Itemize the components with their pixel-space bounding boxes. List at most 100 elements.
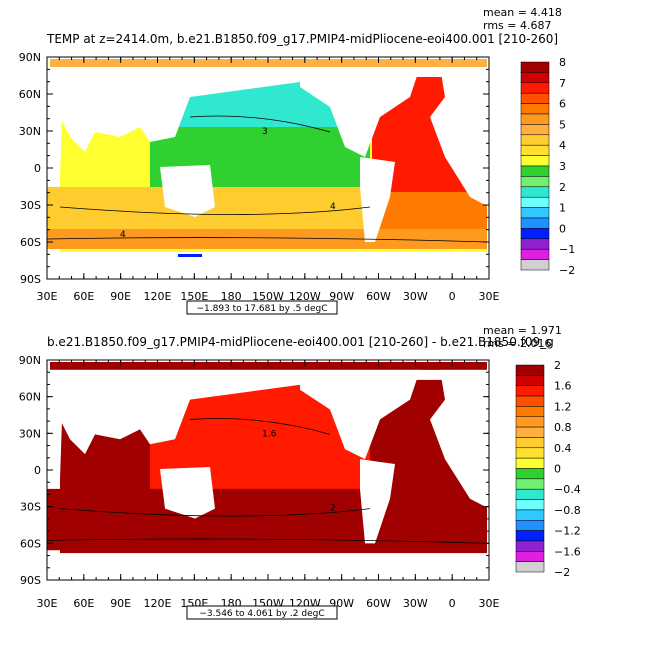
- colorbar-box: [520, 103, 550, 115]
- lon-label: 0: [449, 290, 456, 303]
- colorbar-label: −1.2: [554, 525, 581, 538]
- lon-label: 120E: [144, 290, 172, 303]
- colorbar-label: 1.2: [554, 400, 572, 413]
- contour-label: 3: [262, 127, 268, 137]
- lon-label: 180: [221, 290, 242, 303]
- colorbar-box: [515, 406, 545, 417]
- lat-label: 90N: [19, 354, 41, 367]
- ice-patch: [178, 254, 202, 257]
- land: [47, 112, 62, 187]
- colorbar-box: [515, 478, 545, 490]
- land: [430, 369, 489, 509]
- colorbar-box: [515, 551, 545, 562]
- lon-label: 30E: [37, 597, 58, 610]
- contour-line: [46, 237, 488, 243]
- lat-label: 30N: [19, 427, 41, 440]
- colorbar-label: 1.6: [554, 380, 572, 393]
- colorbar-box: [515, 499, 545, 511]
- contour-line: [189, 115, 331, 133]
- land: [47, 553, 489, 580]
- panel-title: TEMP at z=2414.0m, b.e21.B1850.f09_g17.P…: [46, 32, 558, 46]
- colorbar-box: [520, 155, 550, 167]
- colorbar-box: [520, 186, 550, 198]
- map-panel: TEMP at z=2414.0m, b.e21.B1850.f09_g17.P…: [19, 6, 575, 315]
- ocean-region: [150, 82, 365, 137]
- lat-label: 90S: [20, 273, 41, 286]
- ocean-region: [372, 192, 487, 229]
- lon-label: 0: [449, 597, 456, 610]
- land: [430, 67, 489, 207]
- colorbar-box: [515, 375, 545, 386]
- colorbar-box: [515, 447, 545, 459]
- colorbar-label: −2: [559, 264, 575, 277]
- land: [360, 459, 395, 544]
- colorbar-box: [520, 217, 550, 229]
- colorbar-label: −0.4: [554, 483, 581, 496]
- contour-label: 2: [330, 504, 336, 514]
- contour-line: [46, 538, 488, 544]
- range-note-box: [186, 300, 338, 315]
- ocean-region: [372, 493, 487, 531]
- contour-label: 1.6: [262, 429, 277, 439]
- colorbar-box: [520, 92, 550, 104]
- lat-label: 0: [34, 162, 41, 175]
- colorbar-label: 0.4: [554, 442, 572, 455]
- lon-label: 150W: [252, 290, 284, 303]
- colorbar-box: [515, 457, 545, 469]
- mean-stat: mean = 4.418: [483, 6, 562, 19]
- colorbar-label: −1: [559, 243, 575, 256]
- lat-label: 60N: [19, 88, 41, 101]
- colorbar-label: −0.8: [554, 504, 581, 517]
- colorbar-box: [520, 228, 550, 240]
- colorbar-box: [515, 561, 545, 573]
- contour-label: 4: [120, 230, 126, 240]
- colorbar-box: [520, 82, 550, 94]
- colorbar-label: 8: [559, 56, 566, 69]
- colorbar-box: [520, 72, 550, 84]
- lat-label: 60S: [20, 537, 41, 550]
- lat-label: 30N: [19, 125, 41, 138]
- lon-label: 90W: [329, 290, 354, 303]
- colorbar-box: [515, 468, 545, 480]
- colorbar-label: 0: [554, 463, 561, 476]
- colorbar-label: 6: [559, 98, 566, 111]
- colorbar-box: [515, 509, 545, 521]
- lat-label: 60S: [20, 236, 41, 249]
- colorbar-label: 1: [559, 202, 566, 215]
- lat-label: 90S: [20, 574, 41, 587]
- land: [160, 165, 215, 217]
- ocean-region: [150, 384, 365, 440]
- land: [160, 467, 215, 519]
- colorbar-box: [515, 385, 545, 397]
- lon-label: 60E: [73, 290, 94, 303]
- ocean-region: [47, 229, 487, 249]
- colorbar-label: 0.8: [554, 421, 572, 434]
- colorbar-box: [515, 426, 545, 438]
- land: [300, 67, 420, 157]
- colorbar-box: [520, 248, 550, 260]
- lat-label: 90N: [19, 51, 41, 64]
- colorbar-box: [515, 395, 545, 407]
- colorbar-box: [515, 520, 545, 531]
- colorbar-box: [520, 207, 550, 219]
- land: [47, 67, 300, 152]
- colorbar-box: [520, 124, 550, 136]
- lon-label: 30E: [479, 290, 500, 303]
- rms-stat: rms = 4.687: [483, 19, 551, 32]
- colorbar-box: [515, 416, 545, 428]
- colorbar-box: [520, 259, 550, 271]
- colorbar-box: [520, 165, 550, 177]
- contour-label: 4: [330, 202, 336, 212]
- lon-label: 120E: [144, 597, 172, 610]
- colorbar-box: [515, 437, 545, 449]
- colorbar-box: [520, 144, 550, 156]
- lon-label: 90E: [110, 597, 131, 610]
- colorbar-box: [520, 61, 550, 73]
- colorbar-label: 5: [559, 118, 566, 131]
- mean-stat: mean = 1.971: [483, 324, 562, 337]
- colorbar-label: −2: [554, 566, 570, 579]
- colorbar-box: [515, 488, 545, 500]
- colorbar-label: 4: [559, 139, 566, 152]
- colorbar-box: [520, 176, 550, 188]
- colorbar-label: −1.6: [554, 545, 581, 558]
